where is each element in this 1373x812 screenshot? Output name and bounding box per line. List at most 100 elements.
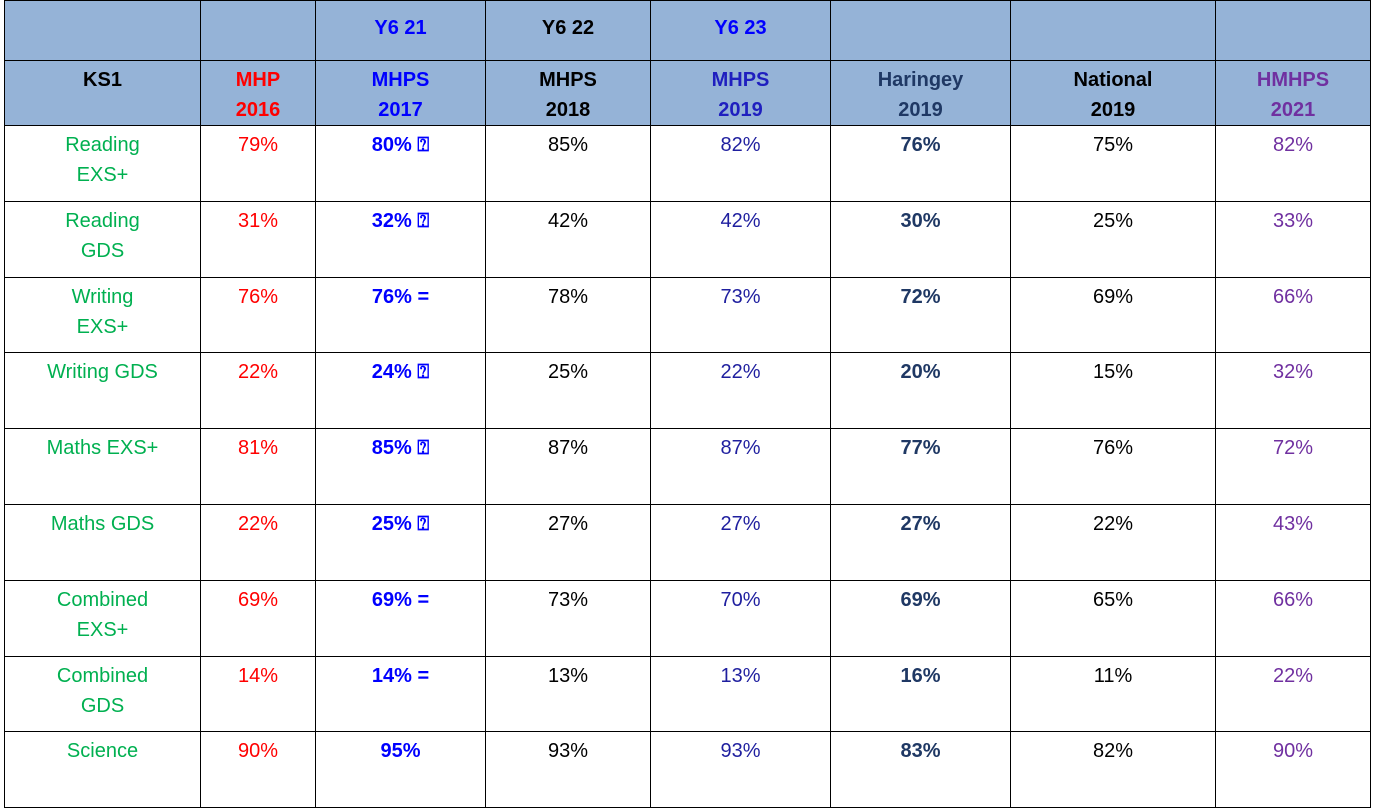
row-label: Reading EXS+ xyxy=(4,125,201,202)
table-row: Reading GDS 31% 32% ⍰ 42% 42% 30% 25% 33% xyxy=(4,200,1371,278)
cell: 72% xyxy=(1215,428,1371,505)
empty-cell xyxy=(1010,0,1216,61)
empty-cell xyxy=(4,0,201,61)
table-row: Writing GDS 22% 24% ⍰ 25% 22% 20% 15% 32% xyxy=(4,352,1371,430)
empty-cell xyxy=(830,0,1011,61)
cell: 25% xyxy=(1010,200,1216,278)
cell: 78% xyxy=(485,276,651,354)
cell: 85% ⍰ xyxy=(315,428,486,505)
cell: 69% xyxy=(1010,276,1216,354)
column-header: National 2019 xyxy=(1010,60,1216,126)
cell: 87% xyxy=(650,428,831,505)
cell: 81% xyxy=(200,428,316,505)
cell: 31% xyxy=(200,200,316,278)
cell: 69% xyxy=(830,579,1011,657)
cell: 22% xyxy=(200,503,316,581)
empty-cell xyxy=(200,0,316,61)
cell: 79% xyxy=(200,125,316,202)
cell: 20% xyxy=(830,352,1011,430)
cell: 22% xyxy=(200,352,316,430)
cell: 66% xyxy=(1215,579,1371,657)
column-header: HMHPS 2021 xyxy=(1215,60,1371,126)
row-label: Reading GDS xyxy=(4,200,201,278)
cell: 27% xyxy=(830,503,1011,581)
cell: 13% xyxy=(485,655,651,733)
cell: 66% xyxy=(1215,276,1371,354)
cell: 65% xyxy=(1010,579,1216,657)
cell: 93% xyxy=(485,731,651,809)
cell: 76% = xyxy=(315,276,486,354)
top-label: Y6 22 xyxy=(485,0,651,61)
empty-cell xyxy=(1215,0,1371,61)
column-header: KS1 xyxy=(4,60,201,126)
cell: 73% xyxy=(485,579,651,657)
row-label: Science xyxy=(4,731,201,809)
cell: 30% xyxy=(830,200,1011,278)
table-body: Reading EXS+ 79% 80% ⍰ 85% 82% 76% 75% 82% Readi… xyxy=(4,125,1371,809)
cell: 80% ⍰ xyxy=(315,125,486,202)
cell: 24% ⍰ xyxy=(315,352,486,430)
cell: 82% xyxy=(650,125,831,202)
table-row: Combined GDS 14% 14% = 13% 13% 16% 11% 22% xyxy=(4,655,1371,733)
cell: 76% xyxy=(830,125,1011,202)
row-label: Maths GDS xyxy=(4,503,201,581)
cell: 27% xyxy=(650,503,831,581)
cell: 14% = xyxy=(315,655,486,733)
cell: 95% xyxy=(315,731,486,809)
cell: 22% xyxy=(650,352,831,430)
column-header: MHPS 2017 xyxy=(315,60,486,126)
cell: 25% ⍰ xyxy=(315,503,486,581)
row-label: Combined GDS xyxy=(4,655,201,733)
cell: 70% xyxy=(650,579,831,657)
cell: 77% xyxy=(830,428,1011,505)
table-row: Science 90% 95% 93% 93% 83% 82% 90% xyxy=(4,731,1371,809)
cell: 72% xyxy=(830,276,1011,354)
table-row: Maths GDS 22% 25% ⍰ 27% 27% 27% 22% 43% xyxy=(4,503,1371,581)
cell: 69% xyxy=(200,579,316,657)
cell: 93% xyxy=(650,731,831,809)
top-label: Y6 21 xyxy=(315,0,486,61)
results-table: Y6 21 Y6 22 Y6 23 KS1 MHP 2016 MHPS 2017 MH… xyxy=(4,0,1371,809)
header-row: KS1 MHP 2016 MHPS 2017 MHPS 2018 MHPS 2019 Ha… xyxy=(4,60,1371,126)
row-label: Writing GDS xyxy=(4,352,201,430)
cell: 43% xyxy=(1215,503,1371,581)
cell: 25% xyxy=(485,352,651,430)
cell: 33% xyxy=(1215,200,1371,278)
top-label: Y6 23 xyxy=(650,0,831,61)
cell: 90% xyxy=(1215,731,1371,809)
column-header: MHPS 2018 xyxy=(485,60,651,126)
cell: 11% xyxy=(1010,655,1216,733)
cell: 22% xyxy=(1215,655,1371,733)
cell: 75% xyxy=(1010,125,1216,202)
table-row: Writing EXS+ 76% 76% = 78% 73% 72% 69% 66% xyxy=(4,276,1371,354)
table-row: Combined EXS+ 69% 69% = 73% 70% 69% 65% 66% xyxy=(4,579,1371,657)
cell: 15% xyxy=(1010,352,1216,430)
cell: 82% xyxy=(1010,731,1216,809)
column-header: MHP 2016 xyxy=(200,60,316,126)
cell: 16% xyxy=(830,655,1011,733)
cell: 85% xyxy=(485,125,651,202)
cell: 32% xyxy=(1215,352,1371,430)
row-label: Writing EXS+ xyxy=(4,276,201,354)
cell: 82% xyxy=(1215,125,1371,202)
top-header-row: Y6 21 Y6 22 Y6 23 xyxy=(4,0,1371,61)
cell: 32% ⍰ xyxy=(315,200,486,278)
cell: 76% xyxy=(1010,428,1216,505)
column-header: MHPS 2019 xyxy=(650,60,831,126)
column-header: Haringey 2019 xyxy=(830,60,1011,126)
cell: 87% xyxy=(485,428,651,505)
cell: 73% xyxy=(650,276,831,354)
cell: 76% xyxy=(200,276,316,354)
table-row: Reading EXS+ 79% 80% ⍰ 85% 82% 76% 75% 82% xyxy=(4,125,1371,202)
cell: 14% xyxy=(200,655,316,733)
cell: 42% xyxy=(650,200,831,278)
cell: 42% xyxy=(485,200,651,278)
row-label: Combined EXS+ xyxy=(4,579,201,657)
cell: 22% xyxy=(1010,503,1216,581)
row-label: Maths EXS+ xyxy=(4,428,201,505)
cell: 90% xyxy=(200,731,316,809)
cell: 69% = xyxy=(315,579,486,657)
cell: 13% xyxy=(650,655,831,733)
cell: 27% xyxy=(485,503,651,581)
